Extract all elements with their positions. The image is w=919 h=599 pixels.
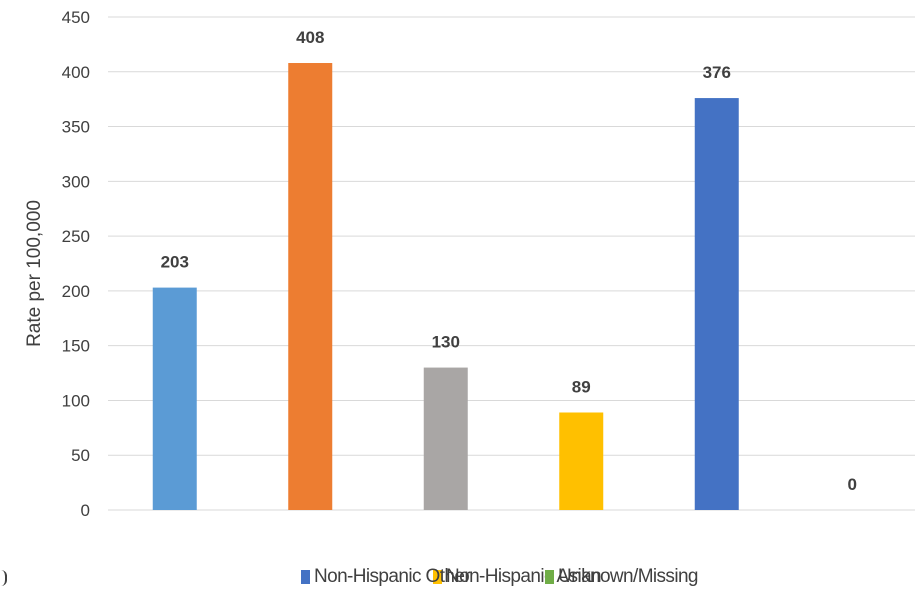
y-tick-label: 300 (62, 172, 90, 191)
legend-swatch (301, 570, 310, 584)
bar (423, 367, 468, 510)
legend-swatch (433, 570, 442, 584)
bar (152, 287, 197, 510)
legend-label: Unknown/Missing (558, 566, 699, 587)
y-tick-label: 350 (62, 118, 90, 137)
bar (288, 63, 333, 510)
legend-item-non-hispanic-asian: Non-Hispanic Asian (433, 566, 602, 588)
legend-partial-mark (0, 570, 7, 586)
legend-label: Non-Hispanic Asian (446, 566, 602, 587)
legend-swatch (545, 570, 554, 584)
y-axis-label: Rate per 100,000 (24, 200, 45, 347)
data-labels: 203 408 130 89 376 0 (161, 28, 857, 494)
data-label: 130 (432, 333, 460, 352)
y-tick-label: 400 (62, 63, 90, 82)
legend-label: Non-Hispanic Other (314, 566, 471, 587)
bars (152, 63, 739, 511)
y-tick-label: 200 (62, 282, 90, 301)
y-tick-label: 0 (81, 501, 90, 520)
legend-item-non-hispanic-other: Non-Hispanic Other (301, 566, 471, 588)
data-label: 408 (296, 28, 324, 47)
y-tick-label: 100 (62, 391, 90, 410)
y-tick-label: 250 (62, 227, 90, 246)
legend: Non-Hispanic Asian Non-Hispanic Other Un… (0, 564, 919, 594)
legend-item-unknown-missing: Unknown/Missing (545, 566, 699, 588)
y-tick-label: 450 (62, 8, 90, 27)
bar (559, 412, 604, 510)
data-label: 203 (161, 253, 189, 272)
data-label: 376 (703, 63, 731, 82)
data-label: 0 (848, 475, 857, 494)
bar (694, 98, 739, 511)
y-axis-ticks: 0 50 100 150 200 250 300 350 400 450 (62, 8, 90, 520)
y-tick-label: 150 (62, 337, 90, 356)
y-tick-label: 50 (71, 446, 90, 465)
data-label: 89 (572, 377, 591, 396)
gridlines (108, 16, 915, 511)
